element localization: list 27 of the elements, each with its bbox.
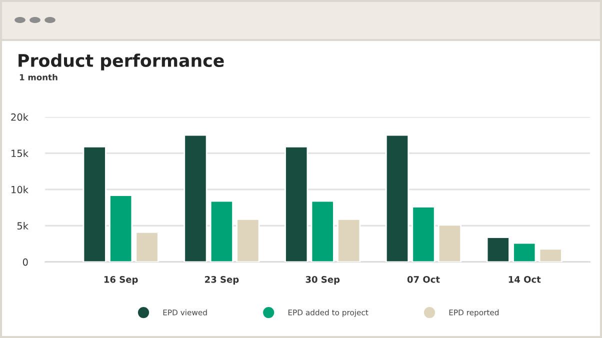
bar (82, 146, 106, 262)
bar (412, 206, 436, 262)
bar (210, 200, 234, 262)
x-tick-label: 07 Oct (407, 276, 440, 283)
bar (135, 232, 159, 262)
bar (310, 200, 334, 262)
chart-title: Product performance (18, 54, 224, 70)
bar (512, 242, 536, 262)
bar (486, 236, 510, 262)
bar (385, 134, 410, 262)
x-tick-label: 14 Oct (508, 276, 541, 283)
bar (284, 146, 308, 262)
bar (184, 134, 208, 262)
y-tick-label: 20k (11, 113, 28, 121)
bar (438, 224, 462, 262)
x-tick-label: 23 Sep (205, 276, 239, 285)
x-tick-label: 30 Sep (306, 276, 340, 285)
chart-subtitle: 1 month (20, 74, 58, 80)
bar (337, 218, 361, 262)
bar (109, 194, 133, 262)
y-tick-label: 10k (12, 186, 28, 194)
bar (236, 218, 260, 262)
y-tick-label: 0 (22, 258, 28, 266)
y-tick-label: 5k (17, 222, 28, 230)
bar (538, 248, 562, 262)
x-tick-label: 16 Sep (104, 276, 138, 285)
y-tick-label: 15k (12, 150, 28, 158)
